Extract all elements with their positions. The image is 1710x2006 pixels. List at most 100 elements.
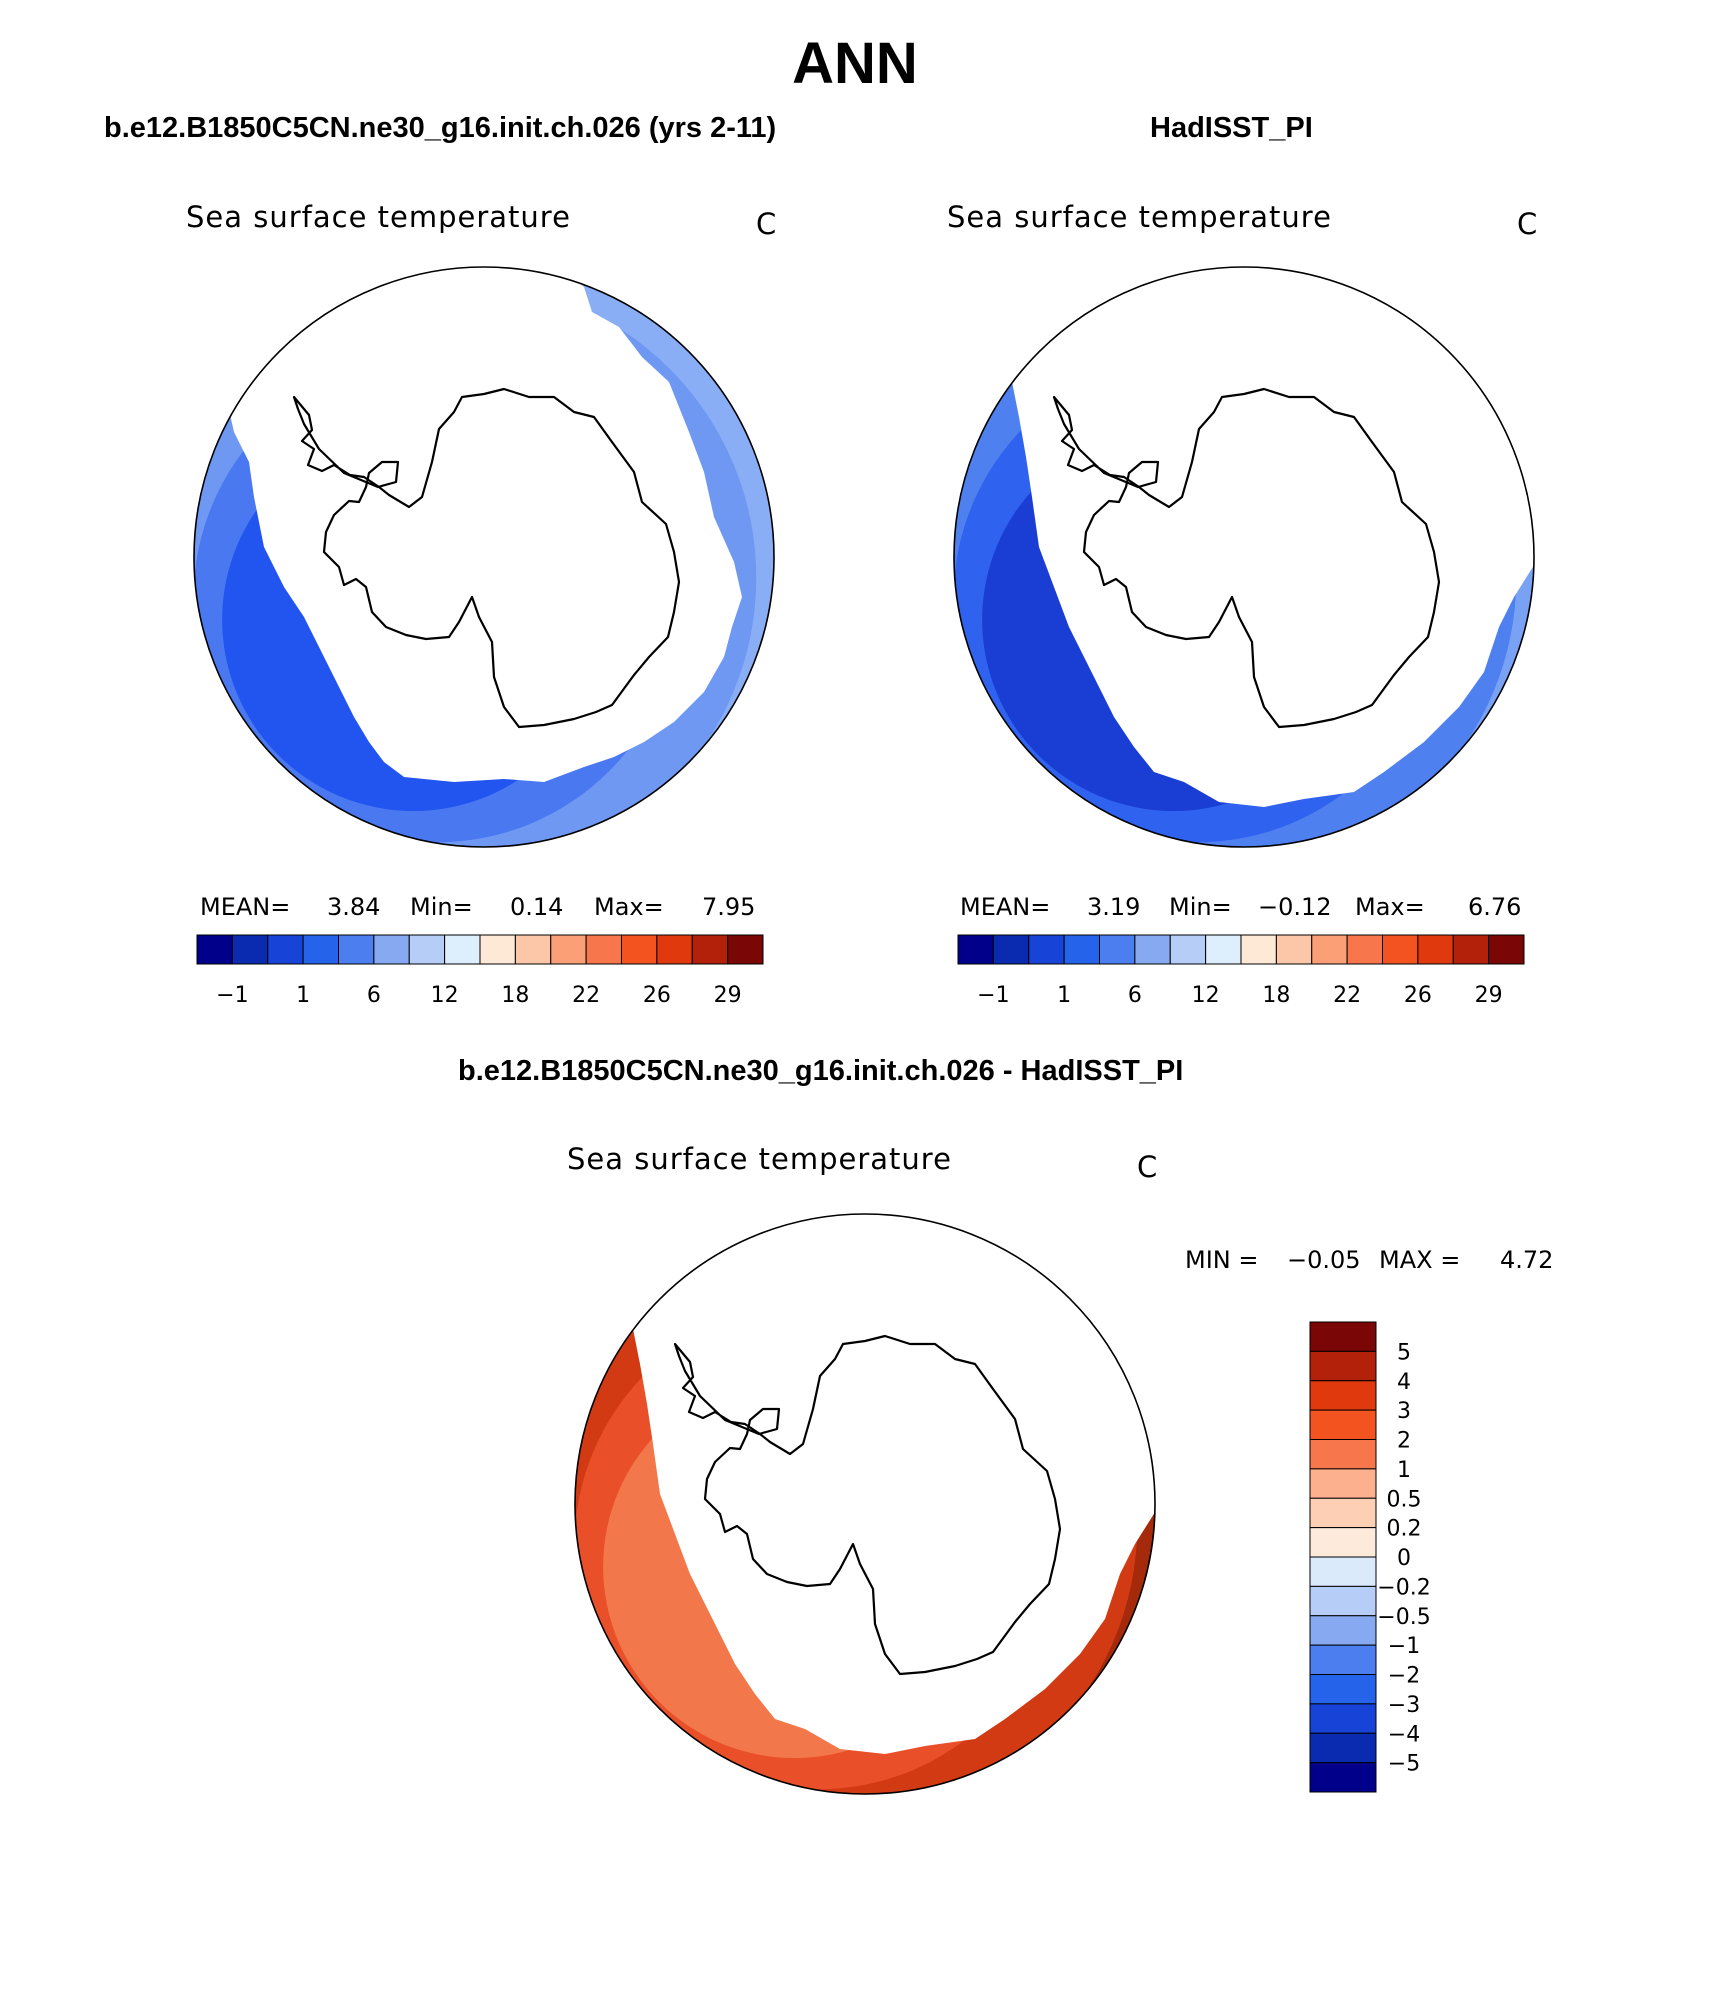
panel-2-variable-label: Sea surface temperature [947, 200, 1332, 234]
map-2-border [953, 266, 1535, 848]
colorbar-3-tick-label: 0 [1397, 1546, 1411, 1571]
colorbar-1-swatch [302, 934, 339, 965]
panel-1-max-value: 7.95 [702, 893, 756, 921]
colorbar-2-tick-label: 18 [1262, 983, 1290, 1008]
colorbar-3-swatch [1309, 1497, 1377, 1529]
colorbar-3-tick-label: 0.5 [1387, 1487, 1422, 1512]
colorbar-1-tick-label: 1 [296, 983, 310, 1008]
panel-1-min-value: 0.14 [510, 893, 564, 921]
panel-2-max-value: 6.76 [1468, 893, 1522, 921]
colorbar-1-swatch [479, 934, 516, 965]
colorbar-3-tick-label: −1 [1388, 1634, 1420, 1659]
colorbar-2-swatch [1488, 934, 1525, 965]
colorbar-1-swatch [585, 934, 622, 965]
panel-1-mean-value: 3.84 [327, 893, 381, 921]
panel-3-max-label: MAX = [1379, 1246, 1461, 1274]
colorbar-1-swatch [231, 934, 269, 965]
colorbar-2-tick-label: 26 [1404, 983, 1432, 1008]
colorbar-3-swatch [1309, 1350, 1377, 1382]
colorbar-3-tick-label: −0.2 [1377, 1575, 1430, 1600]
panel-2-mean-label: MEAN= [960, 893, 1051, 921]
panel-1-title: b.e12.B1850C5CN.ne30_g16.init.ch.026 (yr… [104, 112, 777, 144]
colorbar-3-tick-label: −2 [1388, 1664, 1420, 1689]
colorbar-3-tick-label: 5 [1397, 1340, 1411, 1365]
colorbar-1-swatch [656, 934, 693, 965]
colorbar-3-swatch [1309, 1527, 1377, 1558]
colorbar-3-swatch [1309, 1556, 1377, 1587]
colorbar-1-swatch [267, 934, 304, 965]
colorbar-2-swatch [1452, 934, 1490, 965]
colorbar-3-swatch [1309, 1732, 1377, 1764]
panel-3-min-value: −0.05 [1287, 1246, 1361, 1274]
colorbar-2-tick-label: 22 [1333, 983, 1361, 1008]
colorbar-1-tick-label: 26 [643, 983, 671, 1008]
map-1-nodata-region [226, 267, 742, 782]
map-1-antarctica-outline [292, 387, 681, 729]
panel-2-min-value: −0.12 [1258, 893, 1332, 921]
colorbar-3-swatch [1309, 1644, 1377, 1675]
colorbar-2-swatch [1205, 934, 1242, 965]
colorbar-1-swatch [621, 934, 658, 965]
colorbar-1-tick-label: 18 [501, 983, 529, 1008]
panel-1-mean-label: MEAN= [200, 893, 291, 921]
colorbar-2-swatch [1417, 934, 1454, 965]
panel-1-min-label: Min= [410, 893, 473, 921]
colorbar-2-swatch [1275, 934, 1313, 965]
panel-3-variable-label: Sea surface temperature [567, 1142, 952, 1176]
colorbar-2-swatch [1099, 934, 1136, 965]
panel-2-title: HadISST_PI [1150, 112, 1313, 144]
colorbar-2-tick-label: 29 [1475, 983, 1503, 1008]
colorbar-3-swatch [1309, 1468, 1377, 1499]
colorbar-2-swatch [957, 934, 994, 965]
colorbar-2: −1 1 6 12 18 22 26 29 [957, 934, 1525, 1008]
panel-1-variable-label: Sea surface temperature [186, 200, 571, 234]
panel-2-max-label: Max= [1355, 893, 1425, 921]
panel-3-title: b.e12.B1850C5CN.ne30_g16.init.ch.026 - H… [458, 1055, 1184, 1087]
map-2-nodata-region [1004, 267, 1534, 807]
colorbar-1-swatch [514, 934, 552, 965]
colorbar-1-swatch [444, 934, 481, 965]
colorbar-3-tick-label: 0.2 [1387, 1517, 1422, 1542]
colorbar-3-tick-label: 4 [1397, 1370, 1411, 1395]
colorbar-2-swatch [1240, 934, 1277, 965]
map-3-antarctica-outline [673, 1334, 1062, 1676]
colorbar-1-tick-label: 12 [431, 983, 459, 1008]
colorbar-3-tick-label: 2 [1397, 1429, 1411, 1454]
colorbar-1-swatch [196, 934, 233, 965]
panel-2-units-label: C [1517, 207, 1538, 241]
map-3-nodata-region [625, 1214, 1155, 1754]
colorbar-3-swatch [1309, 1762, 1377, 1793]
colorbar-1-swatch [338, 934, 375, 965]
colorbar-3-tick-label: −0.5 [1377, 1605, 1430, 1630]
colorbar-3-tick-label: −4 [1388, 1722, 1420, 1747]
colorbar-1-swatch [408, 934, 446, 965]
colorbar-2-swatch [1134, 934, 1171, 965]
colorbar-2-swatch [1382, 934, 1419, 965]
colorbar-1: −1 1 6 12 18 22 26 29 [196, 934, 764, 1008]
panel-3-max-value: 4.72 [1500, 1246, 1554, 1274]
colorbar-1-tick-label: 6 [367, 983, 381, 1008]
map-1-field [194, 267, 774, 847]
colorbar-3-swatch [1309, 1409, 1377, 1440]
colorbar-2-swatch [1028, 934, 1065, 965]
colorbar-2-swatch [992, 934, 1030, 965]
map-3-field [575, 1214, 1155, 1794]
panel-2-mean-value: 3.19 [1087, 893, 1141, 921]
colorbar-1-tick-label: 22 [572, 983, 600, 1008]
colorbar-3-swatch [1309, 1380, 1377, 1411]
panel-1-units-label: C [756, 207, 777, 241]
colorbar-3-tick-label: 3 [1397, 1399, 1411, 1424]
colorbar-2-tick-label: 12 [1192, 983, 1220, 1008]
colorbar-2-tick-label: 1 [1057, 983, 1071, 1008]
colorbar-2-swatch [1169, 934, 1207, 965]
colorbar-3-swatch [1309, 1703, 1377, 1734]
colorbar-2-tick-label: 6 [1128, 983, 1142, 1008]
panel-3-units-label: C [1137, 1150, 1158, 1184]
colorbar-3-swatch [1309, 1674, 1377, 1705]
colorbar-3-swatch [1309, 1585, 1377, 1617]
panel-1-max-label: Max= [594, 893, 664, 921]
colorbar-3-swatch [1309, 1615, 1377, 1646]
colorbar-1-swatch [373, 934, 410, 965]
colorbar-2-swatch [1311, 934, 1348, 965]
